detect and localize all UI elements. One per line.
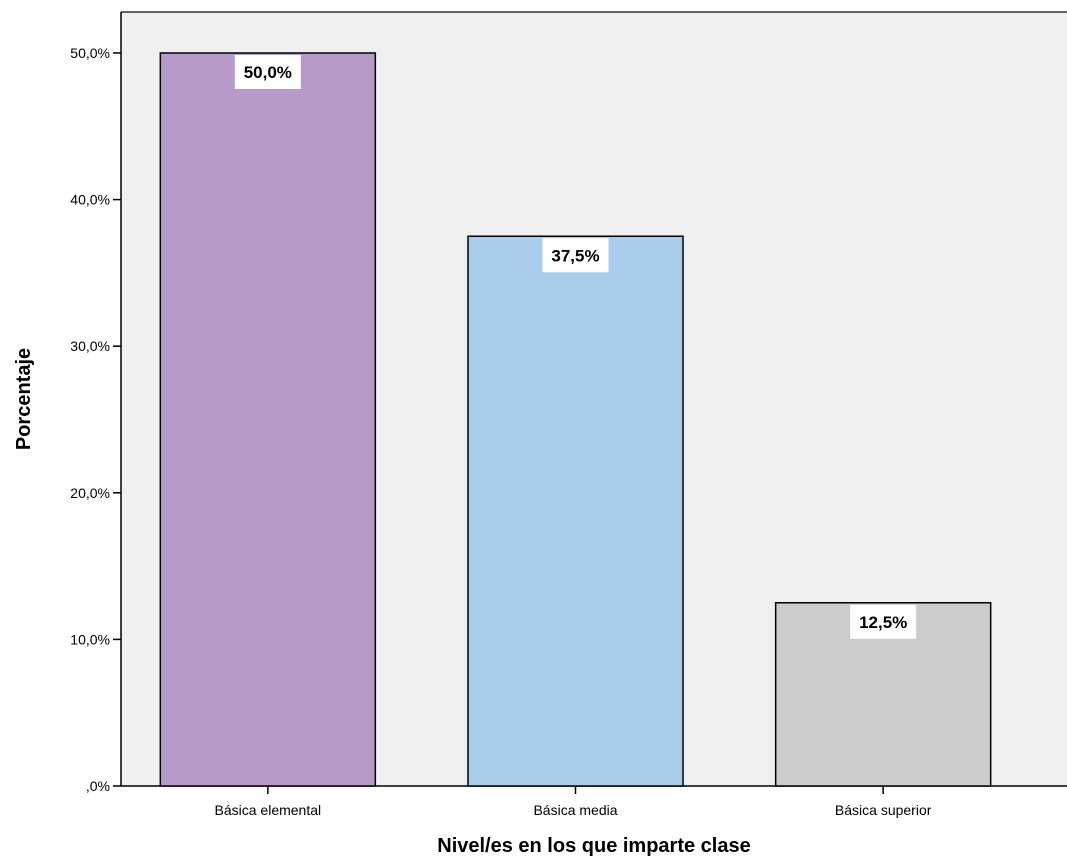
y-tick-label: ,0% [86,778,110,794]
y-tick-label: 10,0% [70,631,110,647]
x-tick-label: Básica elemental [215,802,322,818]
x-tick-label: Básica media [533,802,617,818]
bar [467,235,684,787]
data-label: 12,5% [859,613,907,632]
x-tick-label: Básica superior [835,802,932,818]
data-label-box [850,604,917,639]
y-tick-label: 20,0% [70,485,110,501]
data-label-box [234,55,301,89]
x-axis-labels: Básica elemental Básica media Básica super… [215,786,932,818]
y-tick-label: 40,0% [70,192,110,208]
data-label: 37,5% [551,246,599,265]
data-label: 50,0% [244,63,292,82]
y-axis-ticks: ,0% 10,0% 20,0% 30,0% 40,0% 50,0% [70,45,121,794]
y-axis-title: Porcentaje [13,348,35,450]
x-axis-title: Nivel/es en los que imparte clase [437,835,750,857]
bar [159,52,377,787]
y-tick-label: 50,0% [70,45,110,61]
y-tick-label: 30,0% [70,338,110,354]
data-label-box [542,238,609,273]
bars-group: 50,0% 37,5% 12,5% [159,52,992,787]
